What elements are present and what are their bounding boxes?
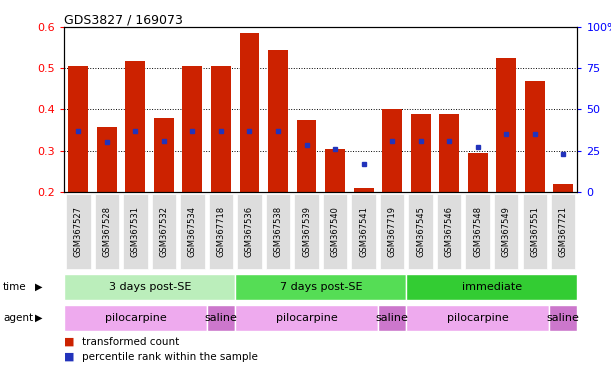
Text: ▶: ▶ [35, 313, 43, 323]
FancyBboxPatch shape [549, 305, 577, 331]
Bar [382, 109, 402, 192]
Text: GSM367531: GSM367531 [131, 206, 140, 257]
Text: GSM367527: GSM367527 [74, 206, 83, 257]
Text: GSM367719: GSM367719 [387, 206, 397, 257]
FancyBboxPatch shape [66, 194, 90, 269]
FancyBboxPatch shape [295, 194, 319, 269]
Text: GSM367551: GSM367551 [530, 206, 539, 257]
Text: immediate: immediate [462, 282, 522, 292]
Text: ■: ■ [64, 352, 75, 362]
FancyBboxPatch shape [494, 194, 518, 269]
FancyBboxPatch shape [437, 194, 461, 269]
FancyBboxPatch shape [237, 194, 262, 269]
Text: pilocarpine: pilocarpine [447, 313, 508, 323]
FancyBboxPatch shape [235, 274, 406, 300]
Bar [325, 149, 345, 192]
FancyBboxPatch shape [406, 274, 577, 300]
FancyBboxPatch shape [351, 194, 376, 269]
Text: GSM367534: GSM367534 [188, 206, 197, 257]
FancyBboxPatch shape [378, 305, 406, 331]
Text: GDS3827 / 169073: GDS3827 / 169073 [64, 13, 183, 26]
Text: GSM367538: GSM367538 [274, 206, 282, 257]
Text: saline: saline [547, 313, 580, 323]
FancyBboxPatch shape [123, 194, 147, 269]
FancyBboxPatch shape [209, 194, 233, 269]
Bar [154, 118, 174, 192]
Text: GSM367549: GSM367549 [502, 206, 511, 257]
FancyBboxPatch shape [406, 305, 549, 331]
FancyBboxPatch shape [466, 194, 490, 269]
FancyBboxPatch shape [323, 194, 347, 269]
FancyBboxPatch shape [95, 194, 119, 269]
Text: pilocarpine: pilocarpine [104, 313, 166, 323]
Text: GSM367545: GSM367545 [416, 206, 425, 257]
Text: ▶: ▶ [35, 282, 43, 292]
Text: GSM367718: GSM367718 [216, 206, 225, 257]
Bar [467, 153, 488, 192]
Text: percentile rank within the sample: percentile rank within the sample [82, 352, 258, 362]
Bar [439, 114, 459, 192]
FancyBboxPatch shape [207, 305, 235, 331]
FancyBboxPatch shape [408, 194, 433, 269]
Text: GSM367546: GSM367546 [445, 206, 453, 257]
Text: GSM367721: GSM367721 [558, 206, 568, 257]
Bar [211, 66, 231, 192]
FancyBboxPatch shape [266, 194, 290, 269]
Bar [97, 127, 117, 192]
Text: saline: saline [205, 313, 238, 323]
Bar [183, 66, 202, 192]
FancyBboxPatch shape [522, 194, 547, 269]
Text: ■: ■ [64, 337, 75, 347]
Text: pilocarpine: pilocarpine [276, 313, 337, 323]
Bar [268, 50, 288, 192]
Text: time: time [3, 282, 27, 292]
Bar [68, 66, 89, 192]
Text: GSM367540: GSM367540 [331, 206, 340, 257]
Text: 7 days post-SE: 7 days post-SE [279, 282, 362, 292]
Text: agent: agent [3, 313, 33, 323]
Text: GSM367532: GSM367532 [159, 206, 169, 257]
FancyBboxPatch shape [152, 194, 176, 269]
Bar [125, 61, 145, 192]
Text: 3 days post-SE: 3 days post-SE [109, 282, 191, 292]
Bar [525, 81, 544, 192]
Bar [296, 120, 316, 192]
Bar [411, 114, 431, 192]
Text: GSM367548: GSM367548 [473, 206, 482, 257]
Text: GSM367528: GSM367528 [103, 206, 111, 257]
Text: GSM367539: GSM367539 [302, 206, 311, 257]
FancyBboxPatch shape [235, 305, 378, 331]
Text: GSM367536: GSM367536 [245, 206, 254, 257]
FancyBboxPatch shape [551, 194, 576, 269]
Bar [496, 58, 516, 192]
FancyBboxPatch shape [380, 194, 404, 269]
FancyBboxPatch shape [64, 274, 235, 300]
Bar [553, 184, 573, 192]
Text: GSM367541: GSM367541 [359, 206, 368, 257]
FancyBboxPatch shape [180, 194, 205, 269]
Bar [354, 188, 373, 192]
Text: saline: saline [376, 313, 409, 323]
Text: transformed count: transformed count [82, 337, 180, 347]
FancyBboxPatch shape [64, 305, 207, 331]
Bar [240, 33, 260, 192]
